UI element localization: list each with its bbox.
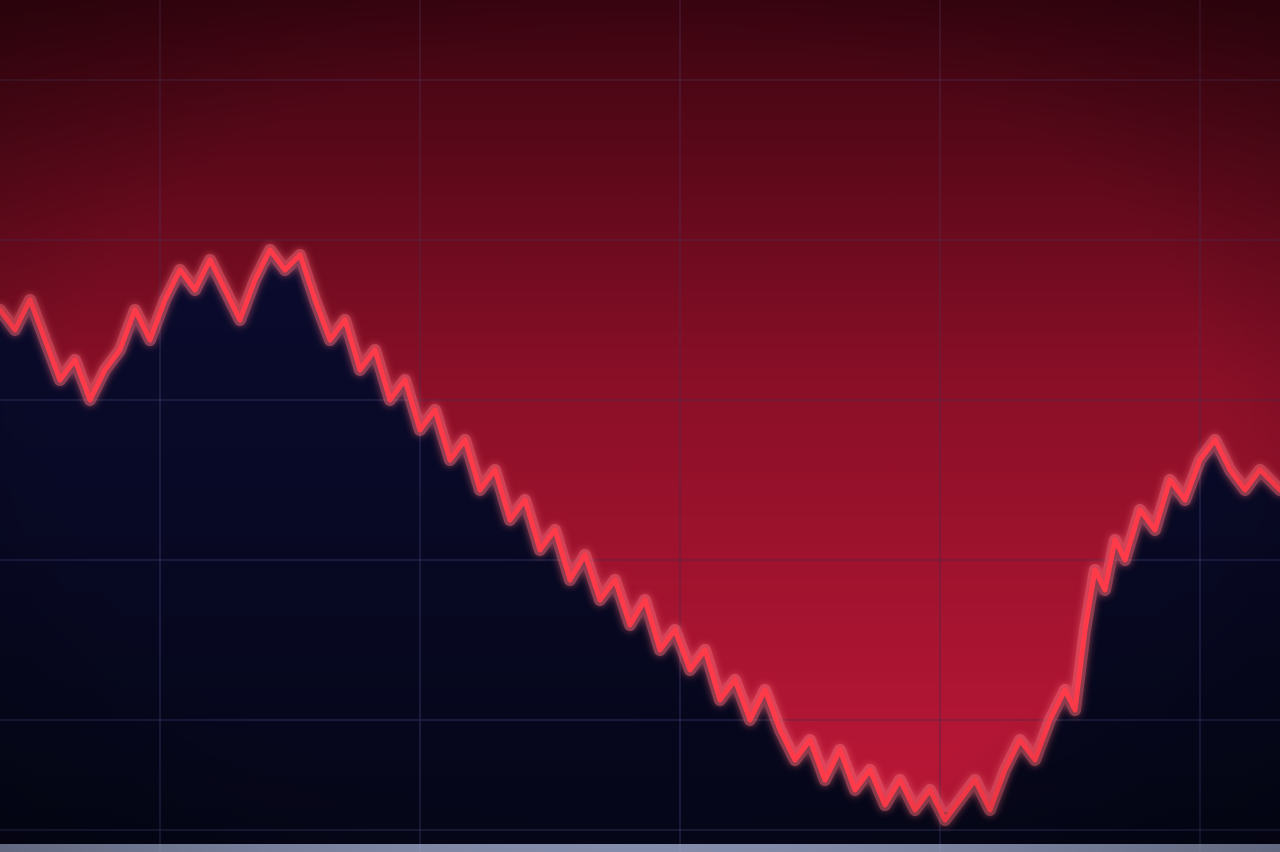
chart-canvas [0,0,1280,852]
vignette-overlay [0,0,1280,852]
stock-chart [0,0,1280,852]
